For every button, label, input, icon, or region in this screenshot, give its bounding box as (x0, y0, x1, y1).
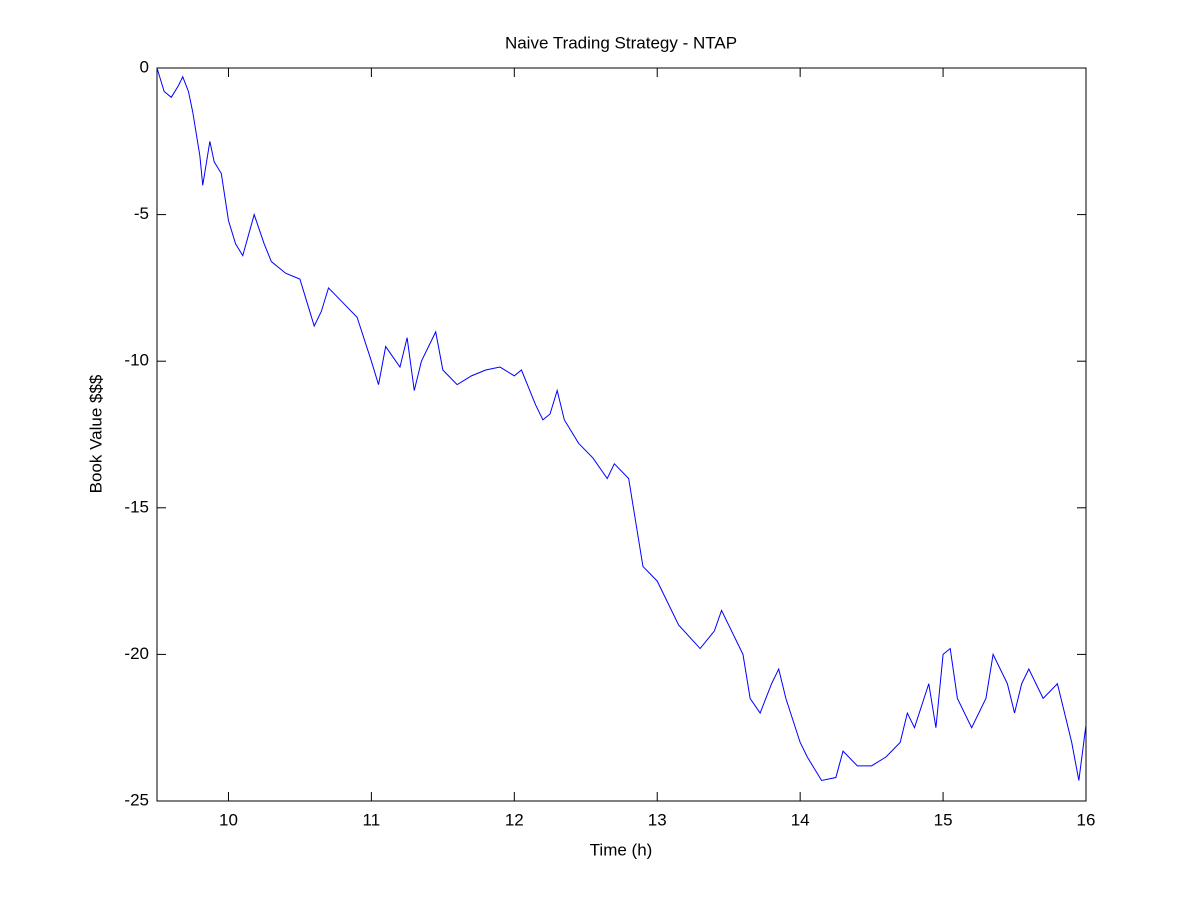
y-axis-label: Book Value $$$ (86, 374, 105, 493)
x-axis-label: Time (h) (590, 840, 653, 859)
plot-frame (156, 67, 1087, 802)
x-tick-label: 11 (363, 810, 381, 829)
chart-title: Naive Trading Strategy - NTAP (505, 33, 737, 52)
x-tick-label: 13 (648, 810, 667, 829)
y-tick-label: -15 (124, 497, 149, 516)
y-tick-label: -20 (124, 644, 149, 663)
y-tick-label: -25 (124, 790, 149, 809)
x-tick-label: 16 (1077, 810, 1096, 829)
y-tick-label: 0 (140, 57, 149, 76)
x-tick-label: 10 (219, 810, 238, 829)
x-tick-label: 12 (505, 810, 524, 829)
x-tick-label: 15 (934, 810, 953, 829)
data-line (156, 67, 1087, 782)
y-tick-label: -10 (124, 351, 149, 370)
y-tick-label: -5 (134, 204, 149, 223)
x-tick-label: 14 (791, 810, 810, 829)
